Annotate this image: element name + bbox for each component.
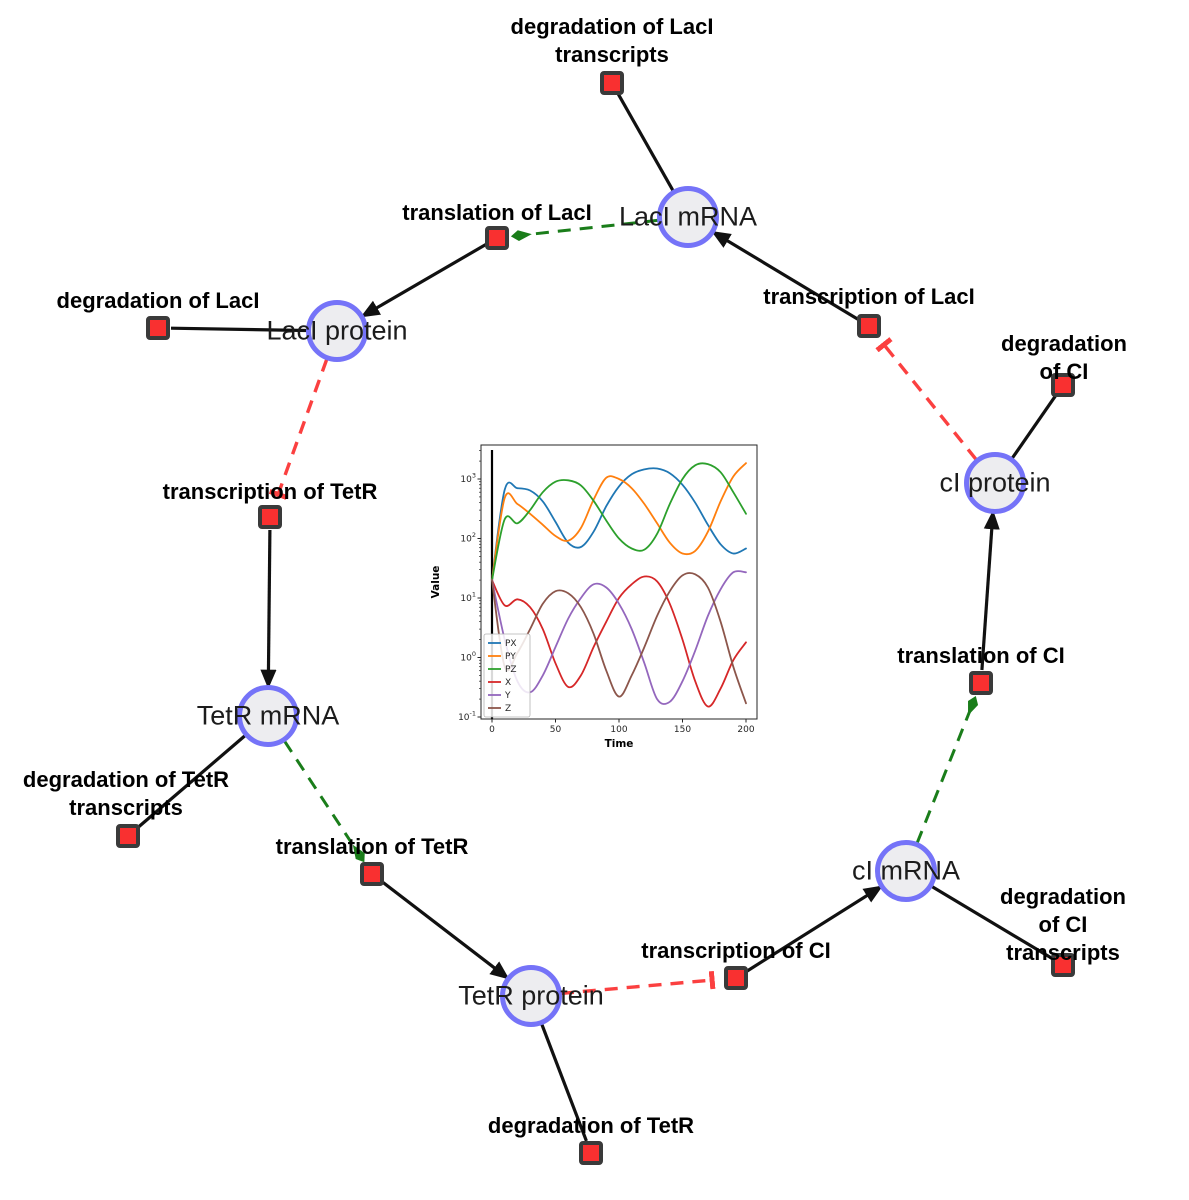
y-tick-label: 101 [460,591,476,605]
edge-ci-mrna-modifier-translation [915,696,979,844]
edge-ci-protein-inhibits-transcription-laci [875,337,978,461]
reaction-label-deg-laci: degradation of LacI [56,288,260,313]
y-tick-label: 100 [460,650,476,664]
edge-translation-laci-to-laci-protein [360,243,487,318]
species-node-ci-mrna [875,840,937,902]
x-tick-label: 0 [489,725,495,735]
reaction-label-transcription-ci: transcription of CI [641,938,831,963]
edge-translation-ci-to-ci-protein [980,510,1000,671]
reaction-label-transcription-tetr: transcription of TetR [162,479,378,504]
edge-tetr-protein-inhibits-transcription-ci [560,970,716,996]
chart-legend: PX PY PZ XYZ [483,633,531,718]
edge-laci-protein-inhibits-transcription-tetr [268,358,329,500]
edge-ci-mrna-to-deg-transcripts [930,885,1053,960]
species-node-laci-protein [306,300,368,362]
reaction-node-deg-tetr-transcripts [116,824,140,848]
legend-label-X: X [505,678,511,688]
edge-ci-protein-to-deg-ci [1010,394,1057,460]
reaction-label-deg-ci-transcripts: degradation of CI transcripts [1000,884,1126,965]
series-line-Z [491,572,747,705]
reaction-label-translation-laci: translation of LacI [402,200,592,225]
species-label-laci-mrna: LacI mRNA [618,201,758,232]
reaction-node-transcription-laci [857,314,881,338]
legend-label-PX: PX [505,639,517,649]
edge-tetr-mrna-modifier-translation [283,740,365,863]
x-tick-label: 200 [737,725,754,735]
series-line-PX [491,467,747,581]
edge-tetr-protein-to-deg-tetr [540,1023,588,1142]
reaction-label-deg-tetr-transcripts: degradation of TetR transcripts [22,767,230,820]
time-series-inset-plot: 0 50 100 150 200Time10-1100101102103ValuePXP… [425,438,775,768]
species-label-laci-protein: LacI protein [266,315,408,346]
reaction-node-deg-ci-transcripts [1051,953,1075,977]
x-axis: 0 50 100 150 200 Time [489,719,755,750]
species-label-ci-mrna: cI mRNA [852,855,960,886]
reaction-label-translation-tetr: translation of TetR [275,834,469,859]
reaction-label-deg-tetr: degradation of TetR [487,1113,695,1138]
legend-label-Z: Z [505,704,511,714]
species-label-tetr-mrna: TetR mRNA [196,700,340,731]
edge-tetr-mrna-to-deg-transcripts [136,734,247,829]
y-axis: 10-1 100 101 102 103 Value [430,450,481,724]
y-tick-label: 103 [460,472,476,486]
reaction-label-deg-laci-transcripts: degradation of LacI transcripts [510,14,714,67]
reaction-label-translation-ci: translation of CI [897,643,1065,668]
edge-laci-protein-to-deg-laci [170,326,308,333]
chart-series [491,462,747,708]
reaction-node-translation-tetr [360,862,384,886]
series-line-Y [491,570,747,705]
x-tick-label: 100 [610,725,627,735]
legend-label-PZ: PZ [505,665,517,675]
legend-label-Y: Y [504,691,511,701]
reaction-node-translation-laci [485,226,509,250]
legend-label-PY: PY [505,652,516,662]
x-tick-label: 50 [550,725,562,735]
edge-transcription-tetr-to-tetr-mrna [260,529,277,689]
series-line-PY [491,462,747,581]
edge-laci-mrna-to-deg-transcripts [617,93,675,192]
reaction-label-deg-ci: degradation of CI [1001,331,1127,384]
y-axis-label: Value [430,566,442,599]
series-line-PZ [491,462,747,581]
reaction-node-transcription-ci [724,966,748,990]
y-tick-label: 10-1 [458,710,476,724]
edge-translation-tetr-to-tetr-protein [381,880,510,980]
x-tick-label: 150 [674,725,691,735]
species-node-tetr-mrna [237,685,299,747]
edge-transcription-laci-to-laci-mrna [711,231,859,321]
series-line-X [491,575,747,708]
reaction-node-deg-laci [146,316,170,340]
species-label-ci-protein: cI protein [939,467,1051,498]
y-tick-label: 102 [460,531,476,545]
legend-box [483,633,531,718]
reaction-node-deg-tetr [579,1141,603,1165]
reaction-node-deg-laci-transcripts [600,71,624,95]
edge-transcription-ci-to-ci-mrna [746,885,884,973]
species-label-tetr-protein: TetR protein [458,980,604,1011]
species-node-laci-mrna [657,186,719,248]
x-axis-label: Time [605,738,634,750]
species-node-tetr-protein [500,965,562,1027]
reaction-node-deg-ci [1051,373,1075,397]
reaction-node-translation-ci [969,671,993,695]
edge-laci-mrna-modifier-translation [510,218,659,241]
reaction-label-transcription-laci: transcription of LacI [763,284,975,309]
reaction-node-transcription-tetr [258,505,282,529]
